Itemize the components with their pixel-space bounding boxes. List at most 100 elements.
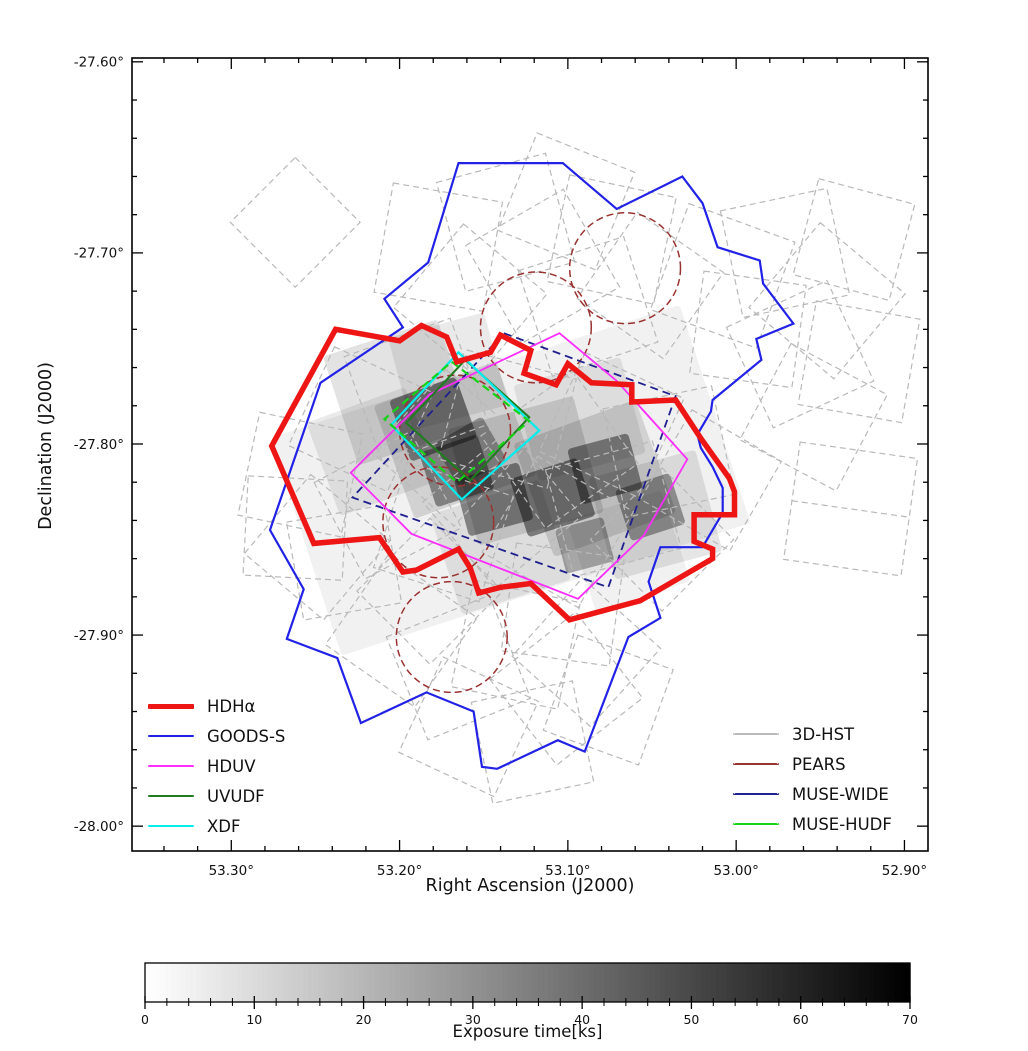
colorbar-gradient-step [155,963,161,1002]
colorbar-tick-label: 40 [574,1012,590,1027]
legend-label: XDF [207,816,241,836]
survey-3d-hst-field [797,300,921,424]
colorbar-gradient-step [267,963,274,1002]
colorbar-gradient-step [649,963,656,1002]
colorbar-gradient-step [884,963,891,1002]
colorbar-gradient-step [726,963,733,1002]
colorbar-gradient-step [211,963,217,1002]
colorbar-gradient-step [440,963,447,1002]
colorbar-gradient-step [241,963,248,1002]
legend-swatch [148,824,194,828]
colorbar-gradient-step [833,963,840,1002]
colorbar-gradient-step [277,963,284,1002]
colorbar-gradient-step [751,963,758,1002]
survey-3d-hst-field [437,349,578,489]
colorbar-gradient-step [537,963,544,1002]
colorbar-gradient-step [690,963,697,1002]
survey-pears-circle [395,580,508,694]
exposure-patch [567,433,642,504]
survey-3d-hst-field [500,542,626,667]
survey-3d-hst-field [719,187,851,319]
legend-label: UVUDF [207,786,265,806]
y-tick-label: -27.70° [74,246,124,262]
colorbar-gradient-step [252,963,258,1002]
colorbar-gradient-step [292,963,299,1002]
colorbar-gradient-step [445,963,452,1002]
colorbar-gradient-step [721,963,727,1002]
colorbar-gradient-step [481,963,488,1002]
survey-3d-hst-field [470,680,595,804]
colorbar-tick-label: 70 [902,1012,918,1027]
colorbar-gradient-step [451,963,457,1002]
legend-swatch [733,793,779,795]
legend-item-muse-wide: MUSE-WIDE [733,779,892,809]
colorbar-gradient-step [634,963,641,1002]
colorbar-gradient-step [777,963,784,1002]
survey-pears-circle [382,466,495,579]
colorbar-gradient-step [782,963,789,1002]
survey-3d-hst-field [783,441,919,577]
colorbar-gradient-step [359,963,365,1002]
plot-frame [131,57,929,852]
colorbar-gradient-step [859,963,865,1002]
colorbar-gradient-step [644,963,651,1002]
survey-3d-hst-field [464,188,621,345]
colorbar-gradient-step [512,963,518,1002]
colorbar-gradient-step [180,963,187,1002]
colorbar-gradient-step [527,963,534,1002]
colorbar-gradient-step [379,963,386,1002]
colorbar-gradient-step [706,963,712,1002]
legend-swatch [733,733,779,735]
colorbar-gradient-step [568,963,574,1002]
colorbar-gradient-step [231,963,238,1002]
x-tick-label: 53.00° [713,863,758,879]
colorbar-tick-label: 10 [246,1012,262,1027]
colorbar-gradient-step [731,963,738,1002]
colorbar-gradient-step [415,963,421,1002]
colorbar-gradient-step [573,963,580,1002]
y-tick-label: -27.80° [74,437,124,453]
x-tick-label: 53.30° [209,863,254,879]
colorbar-gradient-step [338,963,345,1002]
colorbar-gradient-step [364,963,370,1002]
x-axis-label: Right Ascension (J2000) [425,876,635,896]
colorbar-gradient-step [604,963,610,1002]
survey-3d-hst-field [589,467,735,612]
colorbar-gradient-step [394,963,401,1002]
survey-3d-hst-field [480,370,639,530]
colorbar-gradient-step [598,963,605,1002]
survey-3d-hst-field [576,211,725,360]
colorbar-gradient-step [405,963,411,1002]
survey-3d-hst-field [511,577,662,728]
y-tick-label: -27.90° [74,628,124,644]
survey-hduv-outline [349,332,689,600]
colorbar-gradient-step [491,963,498,1002]
colorbar-gradient-step [298,963,304,1002]
survey-3d-hst-field-split [791,500,910,518]
colorbar-gradient-step [328,963,335,1002]
legend-label: GOODS-S [207,726,286,746]
colorbar-gradient-step [655,963,661,1002]
survey-3d-hst-field [237,411,364,538]
survey-muse-hudf-outline [382,360,531,484]
survey-3d-hst-field [421,428,583,590]
colorbar-tick-label: 30 [465,1012,481,1027]
legend-item-3d-hst: 3D-HST [733,719,892,749]
survey-pears-circle [568,212,682,325]
colorbar-gradient-step [741,963,748,1002]
survey-3d-hst-field [546,174,677,305]
colorbar-gradient-step [695,963,702,1002]
colorbar-gradient-step [160,963,166,1002]
survey-muse-wide-outline [350,332,677,589]
colorbar-gradient-step [904,963,911,1002]
x-tick-label: 53.20° [377,863,422,879]
colorbar-gradient-step [864,963,870,1002]
survey-3d-hst-field [748,221,906,380]
colorbar-gradient-step [410,963,416,1002]
colorbar-tick-label: 60 [793,1012,809,1027]
survey-goods-s-outline [268,162,796,770]
colorbar-gradient-step [282,963,289,1002]
colorbar-gradient-step [797,963,804,1002]
survey-3d-hst-field [488,611,644,766]
colorbar-gradient-step [471,963,478,1002]
